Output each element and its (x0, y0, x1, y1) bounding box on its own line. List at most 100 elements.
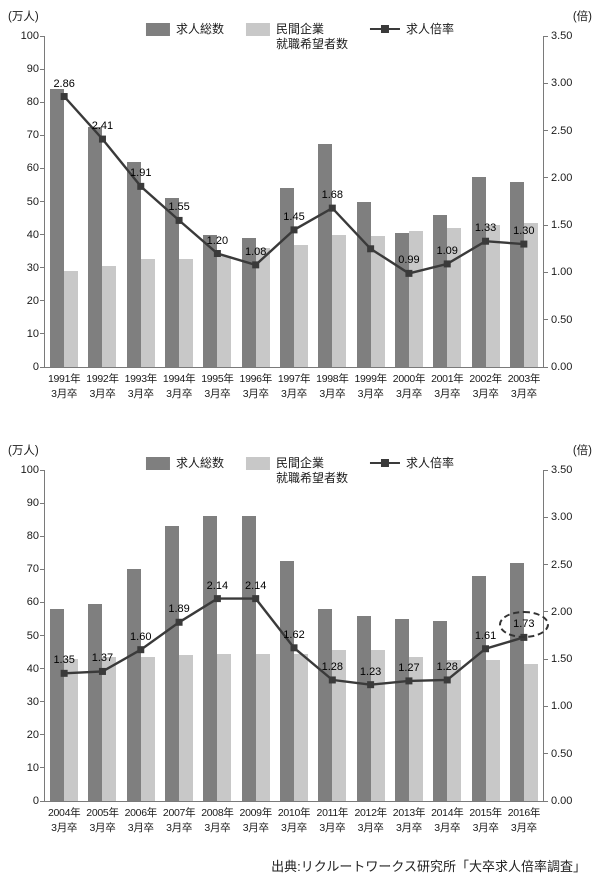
x-axis-label-year: 1992年 (86, 373, 119, 385)
ratio-marker (175, 216, 183, 224)
right-axis-tick (543, 611, 548, 613)
ratio-marker (520, 240, 528, 248)
x-axis-label-year: 1997年 (277, 373, 311, 385)
chart-2004-2016: (万人) (倍) 求人総数 民間企業 就職希望者数 求人倍率 2004年 3月卒 20… (0, 440, 600, 842)
x-axis-label-grad: 3月卒 (395, 387, 422, 400)
y-axis-label-right: 3.00 (551, 511, 573, 524)
ratio-marker (252, 261, 260, 269)
ratio-value-label: 1.33 (474, 222, 497, 235)
x-axis-label-grad: 3月卒 (242, 821, 269, 834)
ratio-marker (175, 618, 183, 626)
x-axis-label: 2004年 3月卒 (45, 806, 83, 835)
ratio-marker (98, 135, 106, 143)
right-axis-tick (543, 271, 548, 273)
right-axis-tick (543, 658, 548, 660)
right-axis-tick (543, 564, 548, 566)
x-axis-label: 1997年 3月卒 (275, 372, 313, 401)
y-axis-label-right: 0.00 (551, 795, 573, 807)
left-axis-tick (40, 701, 45, 703)
x-axis-label-year: 2014年 (431, 807, 464, 819)
y-axis-label-left: 100 (20, 464, 39, 476)
bar-private-sector-applicants (485, 224, 500, 367)
bar-private-sector-applicants (255, 247, 270, 367)
x-axis-label-grad: 3月卒 (395, 821, 422, 834)
x-axis-labels: 1991年 3月卒 1992年 3月卒 1993年 3月卒 1994年 3月卒 1995年 3月卒… (45, 367, 543, 401)
x-axis-label-year: 1999年 (354, 373, 387, 385)
ratio-value-label: 1.37 (91, 652, 114, 665)
x-axis-label: 2007年 3月卒 (160, 806, 198, 835)
x-axis-label-grad: 3月卒 (472, 387, 499, 400)
bar-job-openings-total (241, 516, 256, 801)
left-axis-tick (40, 167, 45, 169)
applicants-swatch-icon (245, 23, 270, 36)
x-axis-label-grad: 3月卒 (204, 387, 231, 400)
x-axis-label: 1992年 3月卒 (83, 372, 121, 401)
y-axis-label-left: 30 (26, 261, 39, 274)
right-axis-unit-label: (倍) (572, 11, 592, 23)
x-axis-label: 2016年 3月卒 (505, 806, 543, 835)
x-axis-label-year: 1996年 (239, 373, 273, 385)
bar-private-sector-applicants (332, 650, 347, 801)
y-axis-label-left: 10 (26, 327, 39, 340)
left-axis-tick (40, 502, 45, 504)
bar-job-openings-total (471, 176, 486, 367)
ratio-marker (137, 182, 145, 190)
bar-private-sector-applicants (64, 271, 79, 367)
ratio-value-label: 1.61 (474, 629, 497, 642)
ratio-marker (443, 260, 451, 268)
applicants-swatch-icon (245, 457, 270, 470)
left-axis-tick (40, 234, 45, 236)
x-axis-label-grad: 3月卒 (166, 387, 193, 400)
right-axis-unit-label: (倍) (572, 445, 592, 457)
y-axis-label-right: 0.50 (551, 747, 573, 760)
bar-job-openings-total (318, 609, 333, 801)
x-axis-label: 1999年 3月卒 (352, 372, 390, 401)
ratio-marker (213, 595, 221, 603)
x-axis-label-year: 2009年 (239, 807, 273, 819)
legend: 求人総数 民間企業 就職希望者数 求人倍率 (145, 456, 454, 486)
ratio-value-label: 1.35 (53, 654, 75, 667)
legend-item-applicants: 民間企業 就職希望者数 (245, 22, 348, 52)
x-axis-label-grad: 3月卒 (204, 821, 231, 834)
x-axis-label-year: 2000年 (392, 373, 426, 385)
left-axis-tick (40, 568, 45, 570)
x-axis-label-grad: 3月卒 (510, 387, 537, 400)
right-axis-tick (543, 82, 548, 84)
right-axis-tick (543, 800, 548, 802)
x-axis-label: 1995年 3月卒 (198, 372, 236, 401)
legend-label-totals: 求人総数 (175, 22, 224, 36)
ratio-value-label: 1.89 (168, 603, 190, 616)
x-axis-label: 2010年 3月卒 (275, 806, 313, 835)
y-axis-label-right: 3.50 (551, 464, 573, 476)
ratio-value-label: 1.30 (513, 225, 535, 238)
x-axis-label-year: 2010年 (277, 807, 311, 819)
ratio-marker (443, 676, 451, 684)
legend-label-applicants-line1: 民間企業 (275, 456, 325, 470)
ratio-marker (98, 667, 106, 675)
y-axis-label-left: 100 (20, 30, 39, 42)
y-axis-label-right: 1.00 (551, 266, 573, 279)
bar-private-sector-applicants (332, 234, 347, 367)
left-axis-tick (40, 535, 45, 537)
y-axis-label-right: 1.00 (551, 700, 573, 713)
x-axis-label: 2014年 3月卒 (428, 806, 466, 835)
x-axis-label-grad: 3月卒 (166, 821, 193, 834)
x-axis-label-grad: 3月卒 (89, 821, 116, 834)
right-axis-tick (543, 705, 548, 707)
bar-job-openings-total (126, 161, 141, 367)
y-axis-label-left: 90 (26, 497, 39, 510)
x-axis-label: 2015年 3月卒 (466, 806, 504, 835)
bar-job-openings-total (394, 618, 409, 801)
y-axis-label-right: 3.00 (551, 77, 573, 90)
x-axis-label-grad: 3月卒 (89, 387, 116, 400)
bar-private-sector-applicants (179, 259, 194, 367)
ratio-value-label: 2.86 (53, 77, 75, 90)
x-axis-labels: 2004年 3月卒 2005年 3月卒 2006年 3月卒 2007年 3月卒 2008年 3月卒… (45, 801, 543, 835)
y-axis-label-left: 0 (32, 361, 39, 373)
right-axis-tick (543, 469, 548, 471)
left-axis-unit-label: (万人) (8, 445, 39, 457)
x-axis-label-grad: 3月卒 (434, 387, 461, 400)
ratio-value-label: 1.60 (130, 630, 152, 643)
x-axis-label: 2005年 3月卒 (83, 806, 121, 835)
x-axis-label-grad: 3月卒 (51, 387, 78, 400)
